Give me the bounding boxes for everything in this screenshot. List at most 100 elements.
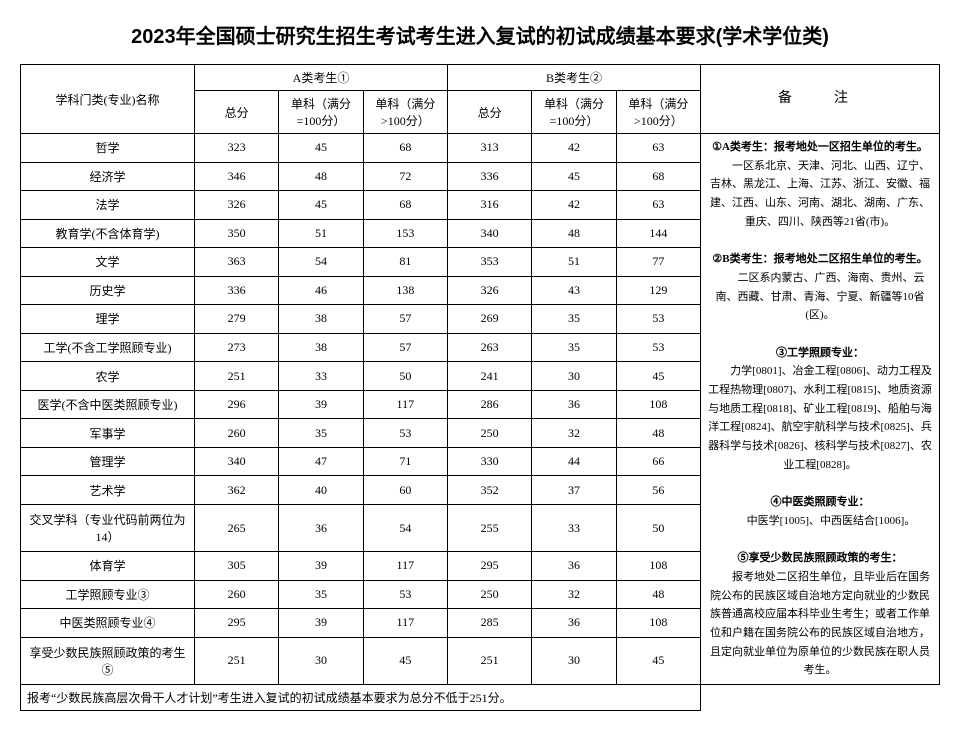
score-cell: 54 xyxy=(279,248,363,277)
header-b-s100: 单科（满分=100分） xyxy=(532,91,616,134)
score-cell: 39 xyxy=(279,552,363,581)
score-cell: 36 xyxy=(532,552,616,581)
score-cell: 353 xyxy=(447,248,531,277)
score-cell: 263 xyxy=(447,333,531,362)
footer-note: 报考“少数民族高层次骨干人才计划”考生进入复试的初试成绩基本要求为总分不低于25… xyxy=(21,684,701,710)
score-cell: 77 xyxy=(616,248,700,277)
score-cell: 50 xyxy=(363,362,447,391)
table-row: 哲学32345683134263①A类考生：报考地处一区招生单位的考生。 一区系… xyxy=(21,134,940,163)
score-cell: 32 xyxy=(532,419,616,448)
subject-name: 工学照顾专业③ xyxy=(21,580,195,609)
score-cell: 35 xyxy=(532,305,616,334)
score-cell: 35 xyxy=(279,419,363,448)
score-cell: 30 xyxy=(532,362,616,391)
header-b-gt100: 单科（满分>100分） xyxy=(616,91,700,134)
score-cell: 326 xyxy=(447,276,531,305)
score-cell: 40 xyxy=(279,476,363,505)
score-table: 学科门类(专业)名称 A类考生① B类考生② 备 注 总分 单科（满分=100分… xyxy=(20,64,940,711)
subject-name: 军事学 xyxy=(21,419,195,448)
subject-name: 历史学 xyxy=(21,276,195,305)
score-cell: 71 xyxy=(363,447,447,476)
header-a-s100: 单科（满分=100分） xyxy=(279,91,363,134)
score-cell: 108 xyxy=(616,390,700,419)
score-cell: 66 xyxy=(616,447,700,476)
score-cell: 42 xyxy=(532,134,616,163)
score-cell: 323 xyxy=(195,134,279,163)
subject-name: 农学 xyxy=(21,362,195,391)
score-cell: 68 xyxy=(616,162,700,191)
header-subject: 学科门类(专业)名称 xyxy=(21,65,195,134)
score-cell: 46 xyxy=(279,276,363,305)
score-cell: 63 xyxy=(616,134,700,163)
score-cell: 251 xyxy=(195,362,279,391)
score-cell: 60 xyxy=(363,476,447,505)
subject-name: 管理学 xyxy=(21,447,195,476)
score-cell: 36 xyxy=(532,390,616,419)
score-cell: 251 xyxy=(447,637,531,684)
subject-name: 经济学 xyxy=(21,162,195,191)
score-cell: 129 xyxy=(616,276,700,305)
score-cell: 37 xyxy=(532,476,616,505)
score-cell: 285 xyxy=(447,609,531,638)
score-cell: 260 xyxy=(195,419,279,448)
score-cell: 38 xyxy=(279,305,363,334)
score-cell: 340 xyxy=(195,447,279,476)
score-cell: 260 xyxy=(195,580,279,609)
score-cell: 45 xyxy=(532,162,616,191)
subject-name: 工学(不含工学照顾专业) xyxy=(21,333,195,362)
subject-name: 中医类照顾专业④ xyxy=(21,609,195,638)
score-cell: 295 xyxy=(195,609,279,638)
score-cell: 45 xyxy=(616,362,700,391)
score-cell: 138 xyxy=(363,276,447,305)
score-cell: 108 xyxy=(616,609,700,638)
score-cell: 63 xyxy=(616,191,700,220)
score-cell: 35 xyxy=(532,333,616,362)
score-cell: 48 xyxy=(279,162,363,191)
score-cell: 350 xyxy=(195,219,279,248)
score-cell: 30 xyxy=(532,637,616,684)
score-cell: 336 xyxy=(195,276,279,305)
score-cell: 108 xyxy=(616,552,700,581)
score-cell: 153 xyxy=(363,219,447,248)
header-notes: 备 注 xyxy=(701,65,940,134)
score-cell: 255 xyxy=(447,504,531,551)
subject-name: 教育学(不含体育学) xyxy=(21,219,195,248)
score-cell: 117 xyxy=(363,552,447,581)
score-cell: 43 xyxy=(532,276,616,305)
score-cell: 47 xyxy=(279,447,363,476)
score-cell: 265 xyxy=(195,504,279,551)
score-cell: 279 xyxy=(195,305,279,334)
subject-name: 体育学 xyxy=(21,552,195,581)
header-b-total: 总分 xyxy=(447,91,531,134)
score-cell: 30 xyxy=(279,637,363,684)
score-cell: 53 xyxy=(616,305,700,334)
score-cell: 72 xyxy=(363,162,447,191)
score-cell: 53 xyxy=(363,580,447,609)
score-cell: 68 xyxy=(363,134,447,163)
subject-name: 文学 xyxy=(21,248,195,277)
score-cell: 33 xyxy=(532,504,616,551)
score-cell: 250 xyxy=(447,419,531,448)
score-cell: 42 xyxy=(532,191,616,220)
score-cell: 346 xyxy=(195,162,279,191)
score-cell: 250 xyxy=(447,580,531,609)
score-cell: 363 xyxy=(195,248,279,277)
score-cell: 54 xyxy=(363,504,447,551)
score-cell: 32 xyxy=(532,580,616,609)
score-cell: 273 xyxy=(195,333,279,362)
score-cell: 51 xyxy=(532,248,616,277)
score-cell: 68 xyxy=(363,191,447,220)
score-cell: 316 xyxy=(447,191,531,220)
score-cell: 340 xyxy=(447,219,531,248)
page-title: 2023年全国硕士研究生招生考试考生进入复试的初试成绩基本要求(学术学位类) xyxy=(20,20,940,49)
subject-name: 法学 xyxy=(21,191,195,220)
score-cell: 117 xyxy=(363,609,447,638)
score-cell: 39 xyxy=(279,609,363,638)
score-cell: 296 xyxy=(195,390,279,419)
score-cell: 33 xyxy=(279,362,363,391)
score-cell: 53 xyxy=(363,419,447,448)
score-cell: 336 xyxy=(447,162,531,191)
score-cell: 326 xyxy=(195,191,279,220)
subject-name: 享受少数民族照顾政策的考生⑤ xyxy=(21,637,195,684)
score-cell: 352 xyxy=(447,476,531,505)
